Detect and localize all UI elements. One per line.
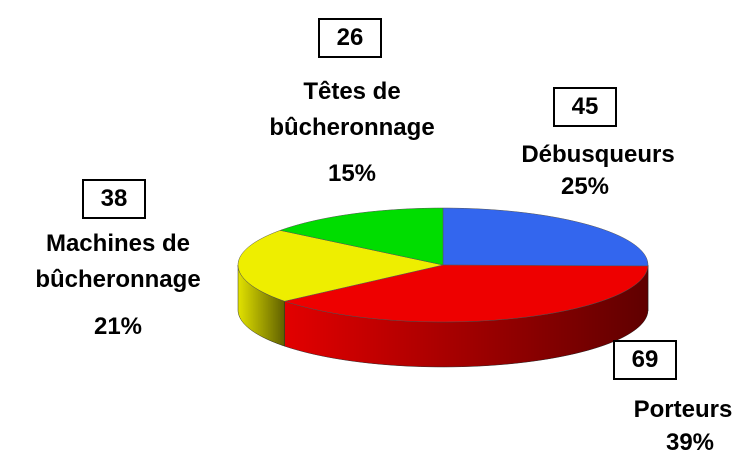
category-label: Débusqueurs xyxy=(521,141,675,168)
slice xyxy=(283,264,649,323)
category-label: Têtes de bûcheronnage xyxy=(269,78,435,141)
slice-side-shade xyxy=(284,266,648,367)
category-label: Machines de bûcheronnage xyxy=(35,230,201,293)
category-label: Porteurs xyxy=(633,396,733,423)
value-box: 69 xyxy=(613,340,677,380)
percent-label: 25% xyxy=(560,173,610,200)
percent-label: 39% xyxy=(665,429,715,456)
value-box: 38 xyxy=(82,179,146,219)
percent-label: 21% xyxy=(93,313,143,340)
slice xyxy=(237,230,444,302)
slice xyxy=(279,207,444,266)
value-box: 45 xyxy=(553,87,617,127)
value-box: 26 xyxy=(318,18,382,58)
slice-side-shade xyxy=(238,265,285,347)
slice xyxy=(442,207,649,267)
percent-label: 15% xyxy=(327,160,377,187)
